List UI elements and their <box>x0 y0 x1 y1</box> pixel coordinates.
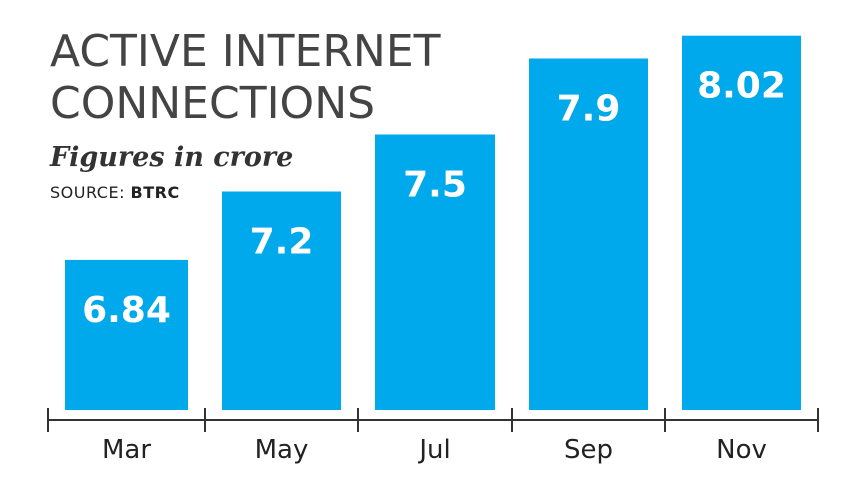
bar-value-label: 7.5 <box>403 165 467 206</box>
x-axis: Mar May Jul Sep Nov <box>47 408 819 465</box>
bar-jul <box>375 134 495 410</box>
bar-may <box>222 191 341 410</box>
chart-title-line-2: CONNECTIONS <box>50 78 375 129</box>
bar-mar <box>65 259 188 410</box>
source-name: BTRC <box>131 183 180 202</box>
bars-group: 6.84 7.2 7.5 7.9 8.02 <box>65 35 801 410</box>
bar-value-label: 7.9 <box>557 89 621 130</box>
bar-value-label: 6.84 <box>82 290 171 331</box>
bar-nov <box>682 35 801 410</box>
source-line: SOURCE: BTRC <box>50 183 180 202</box>
chart-subtitle: Figures in crore <box>49 142 293 173</box>
bar-sep <box>529 58 648 410</box>
chart-title-line-1: ACTIVE INTERNET <box>50 26 441 77</box>
x-tick-label: Jul <box>417 435 450 465</box>
x-tick-label: May <box>255 435 309 465</box>
chart-header: ACTIVE INTERNET CONNECTIONS Figures in c… <box>49 26 441 202</box>
bar-value-label: 7.2 <box>250 222 314 263</box>
source-prefix: SOURCE: <box>50 183 131 202</box>
x-tick-label: Sep <box>564 435 613 465</box>
bar-value-label: 8.02 <box>697 66 786 107</box>
x-tick-label: Mar <box>102 435 151 465</box>
x-tick-label: Nov <box>716 435 767 465</box>
